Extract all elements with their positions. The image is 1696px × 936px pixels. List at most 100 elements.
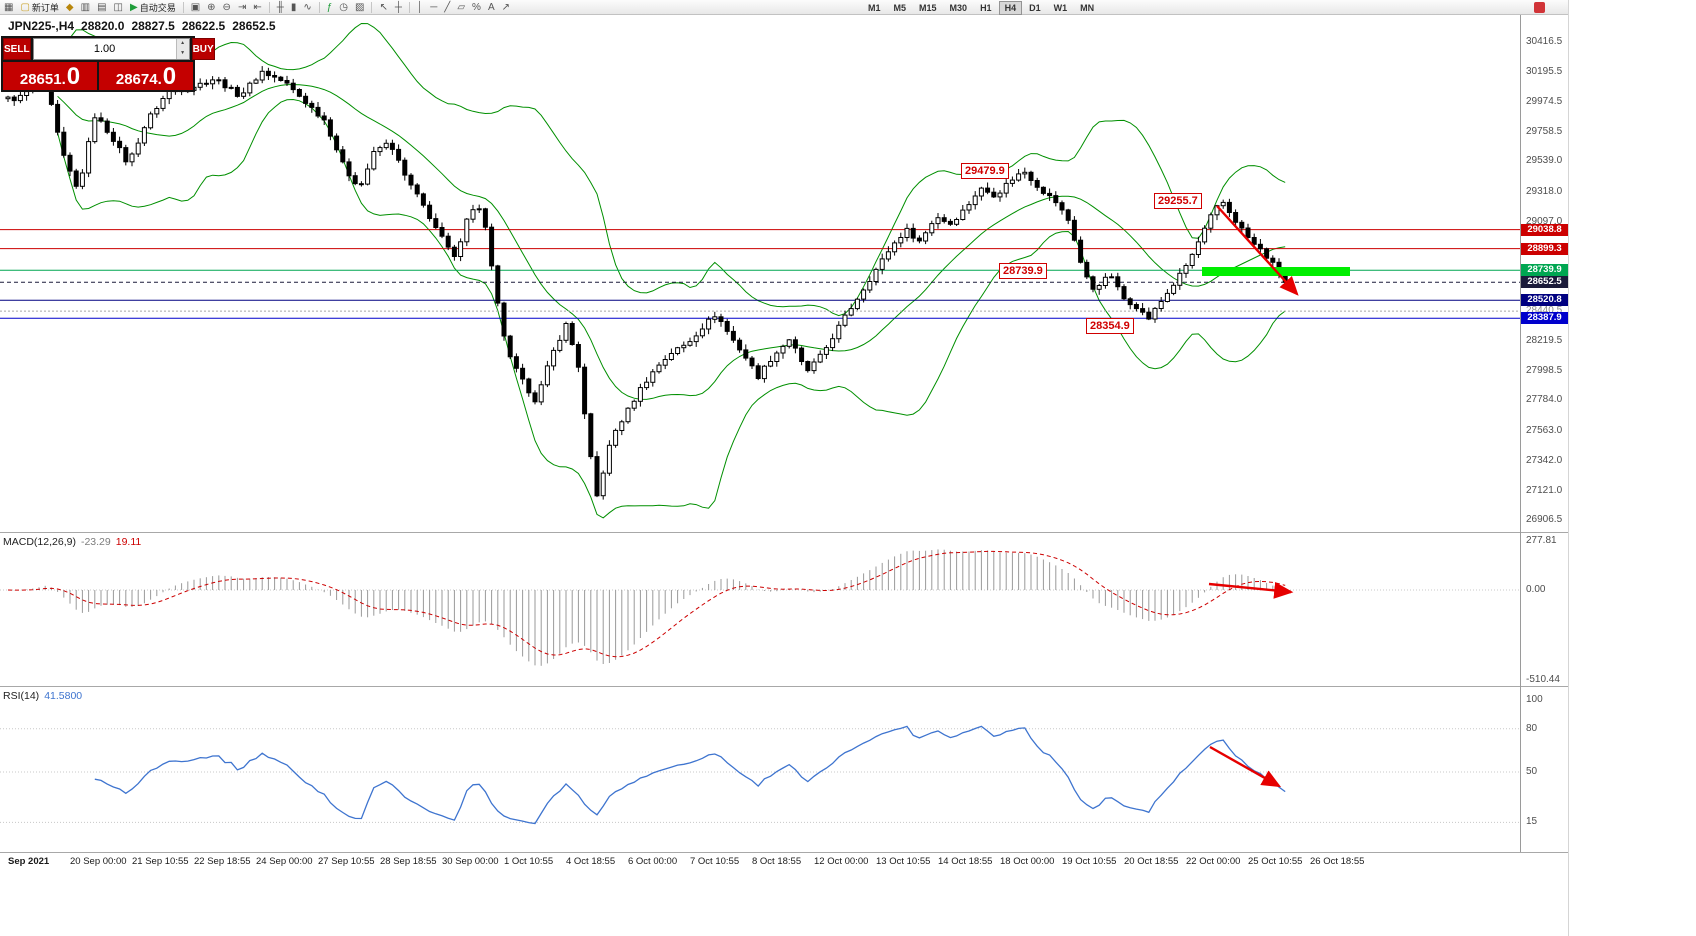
macd-panel-divider[interactable] — [0, 532, 1568, 533]
candle — [774, 350, 780, 367]
volume-field[interactable]: ▲ ▼ — [32, 38, 190, 60]
time-axis[interactable]: Sep 2021 20 Sep 00:00 21 Sep 10:55 22 Sep 1… — [0, 852, 1568, 872]
timeframe-m15-button[interactable]: M15 — [919, 3, 937, 13]
candle — [1071, 216, 1077, 242]
zoom-in-button[interactable]: ⊕ — [205, 1, 217, 14]
trendline-button[interactable]: ╱ — [442, 1, 452, 14]
autotrading-play-icon: ▶ — [129, 1, 138, 13]
candle — [1146, 307, 1152, 321]
candle — [501, 301, 507, 341]
candle — [17, 89, 23, 104]
candle — [873, 267, 879, 286]
sell-price-main: 28651. — [19, 71, 66, 88]
timeframe-m5-button[interactable]: M5 — [893, 3, 907, 13]
candle — [1059, 200, 1065, 215]
candle — [557, 335, 563, 353]
candle — [1276, 258, 1282, 279]
candle — [854, 297, 860, 311]
tile-windows-button[interactable]: ▣ — [189, 1, 202, 14]
auto-scroll-button[interactable]: ⇥ — [236, 1, 248, 14]
timeframe-h1-button[interactable]: H1 — [980, 3, 992, 13]
candle — [830, 333, 836, 351]
rsi-panel-divider[interactable] — [0, 686, 1568, 687]
price-axis[interactable]: 29038.8 28899.3 28739.9 28652.5 28520.8 28440… — [1520, 15, 1568, 852]
timeframe-w1-button[interactable]: W1 — [1053, 3, 1068, 13]
axis-price-label: 27563.0 — [1526, 424, 1563, 436]
time-axis-label: 25 Oct 10:55 — [1248, 856, 1303, 867]
candle — [11, 95, 17, 106]
buy-button[interactable]: BUY — [191, 38, 215, 60]
macd-axis-label: -510.44 — [1526, 674, 1560, 686]
candle — [222, 77, 228, 92]
chat-icon[interactable] — [1534, 2, 1545, 13]
candle — [675, 346, 681, 356]
price-annotation-label[interactable]: 28354.9 — [1086, 318, 1134, 334]
cursor-button[interactable]: ↖ — [377, 1, 389, 14]
terminal-button[interactable]: ◫ — [112, 1, 125, 14]
candle — [470, 204, 476, 223]
time-axis-label: 8 Oct 18:55 — [752, 856, 802, 867]
autotrading-button[interactable]: ▶ 自动交易 — [128, 1, 178, 14]
sell-button[interactable]: SELL — [3, 38, 31, 60]
rsi-axis-label: 15 — [1526, 816, 1538, 828]
candle — [1140, 303, 1146, 316]
timeframe-mn-button[interactable]: MN — [1080, 3, 1095, 13]
new-order-icon: ▢ — [20, 1, 30, 13]
candle — [315, 102, 321, 119]
sell-price-block[interactable]: 28651. 0 — [3, 62, 97, 90]
rsi-indicator-panel[interactable] — [0, 686, 1520, 852]
volume-input[interactable] — [33, 39, 176, 59]
candle — [154, 106, 160, 118]
candle — [377, 145, 383, 156]
volume-decrease-button[interactable]: ▼ — [176, 49, 189, 59]
axis-price-label: 29318.0 — [1526, 185, 1563, 197]
timeframe-d1-button[interactable]: D1 — [1029, 3, 1041, 13]
templates-button[interactable]: ▨ — [353, 1, 366, 14]
indicators-button[interactable]: ƒ — [325, 1, 335, 14]
horizontal-line-button[interactable]: ─ — [428, 1, 439, 14]
arrows-button[interactable]: ↗ — [500, 1, 512, 14]
chart-open-value: 28820.0 — [81, 19, 125, 33]
zoom-out-button[interactable]: ⊖ — [221, 1, 233, 14]
price-annotation-label[interactable]: 29479.9 — [961, 163, 1009, 179]
fibonacci-button[interactable]: % — [470, 1, 483, 14]
candle — [197, 78, 203, 91]
text-label-button[interactable]: A — [486, 1, 497, 14]
bar-chart-button[interactable]: ╫ — [275, 1, 286, 14]
timeframe-m30-button[interactable]: M30 — [949, 3, 968, 13]
terminal-icon: ◫ — [113, 1, 123, 13]
candle — [365, 163, 371, 186]
candle — [687, 337, 693, 347]
vertical-line-button[interactable]: │ — [415, 1, 425, 14]
market-watch-button[interactable]: ◆ — [64, 1, 76, 14]
data-window-button[interactable]: ▥ — [79, 1, 92, 14]
candle — [991, 187, 997, 198]
line-chart-button[interactable]: ∿ — [301, 1, 313, 14]
chart-ohlc-header: JPN225-,H4 28820.0 28827.5 28622.5 28652.5 — [8, 19, 283, 33]
timeframe-m1-button[interactable]: M1 — [868, 3, 881, 13]
volume-increase-button[interactable]: ▲ — [176, 39, 189, 49]
candle — [582, 363, 588, 419]
main-price-chart[interactable] — [0, 15, 1520, 532]
buy-price-block[interactable]: 28674. 0 — [99, 62, 193, 90]
new-chart-button[interactable]: ▦ — [2, 1, 15, 14]
axis-price-label: 30195.5 — [1526, 66, 1563, 78]
equidistant-channel-button[interactable]: ▱ — [455, 1, 467, 14]
macd-indicator-panel[interactable] — [0, 532, 1520, 686]
candle — [978, 186, 984, 201]
chart-shift-button[interactable]: ⇤ — [251, 1, 263, 14]
candle — [867, 276, 873, 293]
price-annotation-label[interactable]: 28739.9 — [999, 263, 1047, 279]
candlestick-chart-button[interactable]: ▮ — [289, 1, 299, 14]
price-annotation-label[interactable]: 29255.7 — [1154, 193, 1202, 209]
time-axis-label: 20 Sep 00:00 — [70, 856, 127, 867]
timeframe-h4-button[interactable]: H4 — [998, 1, 1023, 15]
candle — [1245, 223, 1251, 240]
candle — [216, 76, 222, 85]
navigator-button[interactable]: ▤ — [95, 1, 108, 14]
timeframe-toolbar: M1 M5 M15 M30 H1 H4 D1 W1 MN — [862, 1, 1100, 15]
crosshair-button[interactable]: ┼ — [393, 1, 404, 14]
new-order-button[interactable]: ▢ 新订单 — [18, 1, 60, 14]
candle — [203, 79, 209, 87]
periods-button[interactable]: ◷ — [337, 1, 350, 14]
